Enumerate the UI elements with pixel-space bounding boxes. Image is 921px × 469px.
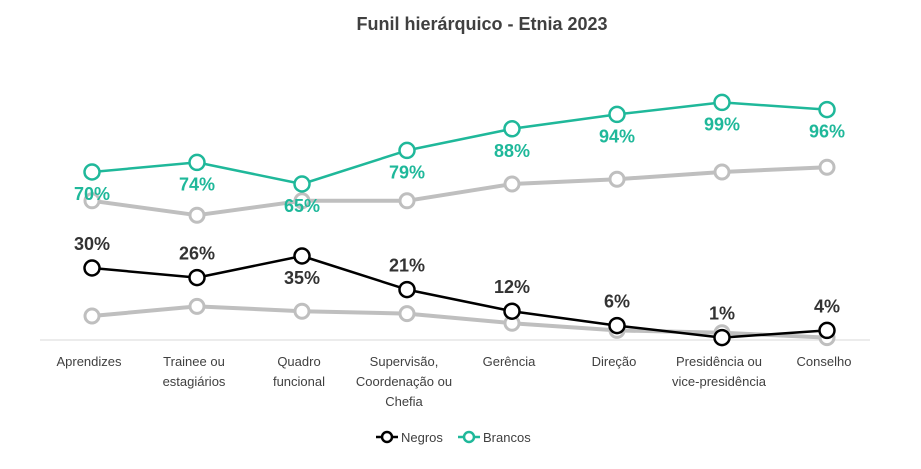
comparison-point: [398, 305, 416, 323]
legend-marker-brancos: [462, 430, 476, 444]
data-label-brancos: 88%: [494, 141, 530, 161]
comparison-point: [818, 158, 836, 176]
comparison-point: [293, 192, 311, 210]
category-label: Conselho: [797, 354, 852, 369]
data-label-brancos: 70%: [74, 184, 110, 204]
data-label-negros: 21%: [389, 256, 425, 276]
category-label: Direção: [592, 354, 637, 369]
legend-marker-negros: [380, 430, 394, 444]
category-label: Trainee ou estagiários: [163, 354, 226, 389]
data-label-negros: 4%: [814, 296, 840, 316]
data-point-negros: [818, 321, 836, 340]
legend-label-negros: Negros: [401, 430, 443, 445]
comparison-point: [503, 175, 521, 193]
category-label: Aprendizes: [56, 354, 122, 369]
comparison-line-0: [91, 304, 828, 340]
data-label-brancos: 74%: [179, 174, 215, 194]
data-label-brancos: 99%: [704, 114, 740, 134]
data-point-brancos: [188, 153, 206, 172]
data-label-negros: 30%: [74, 234, 110, 254]
data-point-brancos: [83, 163, 101, 181]
data-point-negros: [503, 302, 521, 320]
data-label-negros: 6%: [604, 292, 630, 312]
data-point-negros: [713, 328, 731, 347]
data-point-negros: [83, 259, 101, 277]
legend-item-brancos: Brancos: [458, 430, 531, 445]
comparison-point: [713, 163, 731, 181]
data-label-negros: 35%: [284, 268, 320, 288]
category-label: Supervisão, Coordenação ou Chefia: [356, 354, 452, 409]
x-axis-categories: Aprendizes Trainee ou estagiários Quadro fun…: [56, 354, 851, 409]
comparison-line-1: [91, 165, 828, 218]
data-point-negros: [608, 316, 626, 335]
data-point-negros: [398, 280, 416, 299]
data-point-brancos: [293, 175, 311, 193]
data-label-negros: 26%: [179, 244, 215, 264]
series-lines: [83, 93, 836, 347]
data-label-brancos: 79%: [389, 162, 425, 182]
comparison-point: [188, 206, 206, 224]
data-labels: 30% 26% 35% 21% 12% 6% 1% 4% 70% 74% 65% 79% 88% 94% 9…: [74, 114, 845, 323]
comparison-point: [398, 192, 416, 210]
comparison-point: [293, 302, 311, 320]
data-point-brancos: [503, 120, 521, 138]
series-line-negros: [91, 254, 828, 339]
legend-item-negros: Negros: [376, 430, 443, 445]
comparison-point: [188, 297, 206, 315]
legend-label-brancos: Brancos: [483, 430, 531, 445]
comparison-point: [83, 192, 101, 210]
comparison-point: [83, 307, 101, 325]
data-point-brancos: [713, 93, 731, 112]
legend: Negros Brancos: [376, 430, 531, 445]
data-label-negros: 12%: [494, 277, 530, 297]
category-label: Gerência: [483, 354, 537, 369]
data-label-negros: 1%: [709, 304, 735, 324]
data-label-brancos: 65%: [284, 196, 320, 216]
data-point-brancos: [818, 100, 836, 119]
data-point-negros: [188, 268, 206, 287]
data-label-brancos: 96%: [809, 122, 845, 142]
series-line-brancos: [91, 101, 828, 186]
data-label-brancos: 94%: [599, 126, 635, 146]
comparison-point: [608, 170, 626, 188]
data-point-brancos: [608, 105, 626, 124]
chart-title: Funil hierárquico - Etnia 2023: [356, 14, 607, 34]
data-point-brancos: [398, 141, 416, 160]
category-label: Quadro funcional: [273, 354, 325, 389]
data-point-negros: [293, 247, 311, 265]
category-label: Presidência ou vice-presidência: [672, 354, 767, 389]
